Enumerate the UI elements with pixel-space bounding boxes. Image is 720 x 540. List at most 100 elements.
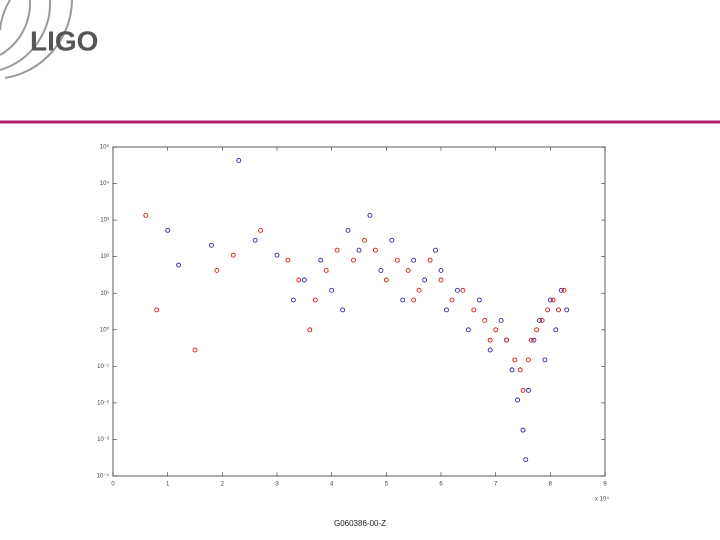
x-tick-label: 6 xyxy=(439,482,443,488)
point xyxy=(389,237,395,243)
point xyxy=(517,367,523,373)
point xyxy=(504,337,510,343)
point xyxy=(438,277,444,283)
logo-arc xyxy=(0,0,52,71)
point xyxy=(230,252,236,258)
x-tick-label: 1 xyxy=(166,482,170,488)
point xyxy=(498,317,504,323)
point xyxy=(454,287,460,293)
point xyxy=(301,277,307,283)
point xyxy=(362,237,367,243)
y-tick-label: 10⁻¹ xyxy=(97,364,109,370)
y-tick-label: 10¹ xyxy=(100,291,109,297)
point xyxy=(487,347,493,353)
point xyxy=(561,287,567,293)
point xyxy=(394,257,400,263)
point xyxy=(520,387,526,393)
point xyxy=(340,307,346,313)
point xyxy=(465,327,471,333)
point xyxy=(345,227,351,233)
point xyxy=(312,297,318,303)
point xyxy=(236,157,242,163)
point xyxy=(405,267,411,273)
point xyxy=(531,337,537,343)
y-tick-label: 10⁻³ xyxy=(97,437,109,443)
point xyxy=(534,327,540,333)
point xyxy=(351,257,356,263)
point xyxy=(493,327,499,333)
point xyxy=(252,237,258,243)
point xyxy=(438,267,444,273)
y-tick-label: 10⁵ xyxy=(100,144,110,151)
point xyxy=(367,212,373,218)
point xyxy=(383,277,389,283)
x-tick-label: 8 xyxy=(549,482,553,488)
point xyxy=(143,212,149,218)
point xyxy=(400,297,406,303)
point xyxy=(545,307,551,313)
point xyxy=(556,307,561,313)
x-tick-label: 0 xyxy=(111,482,115,488)
point xyxy=(176,262,182,268)
y-tick-label: 10³ xyxy=(100,218,109,224)
y-tick-label: 10⁻² xyxy=(97,400,109,406)
x-multiplier: x 10⁴ xyxy=(595,496,609,503)
point xyxy=(550,297,556,303)
point xyxy=(411,257,417,263)
point xyxy=(372,247,378,253)
point xyxy=(542,357,548,363)
point xyxy=(523,457,529,463)
point xyxy=(411,297,417,303)
point xyxy=(520,427,526,433)
point xyxy=(528,337,534,343)
point xyxy=(422,277,428,283)
point xyxy=(526,357,531,363)
point xyxy=(460,287,466,293)
point xyxy=(258,227,264,233)
point xyxy=(526,387,531,393)
point xyxy=(553,327,559,333)
x-tick-label: 2 xyxy=(221,482,225,488)
logo xyxy=(0,0,73,79)
logo-arc xyxy=(4,0,73,79)
logo-text: LIGO xyxy=(30,25,98,56)
point xyxy=(487,337,493,343)
point xyxy=(154,307,160,313)
point xyxy=(274,252,280,258)
plot-frame xyxy=(112,146,606,477)
y-tick-label: 10² xyxy=(100,254,109,260)
point xyxy=(449,297,455,303)
y-tick-label: 10⁻⁴ xyxy=(97,473,110,480)
logo-arc xyxy=(0,0,11,31)
point xyxy=(547,297,553,303)
y-tick-label: 10⁴ xyxy=(100,180,110,187)
logo-arc xyxy=(0,0,32,56)
point xyxy=(444,307,449,313)
y-tick-label: 10⁰ xyxy=(100,326,110,333)
point xyxy=(329,287,335,293)
point xyxy=(323,267,329,273)
x-tick-label: 4 xyxy=(330,482,334,488)
point xyxy=(536,317,542,323)
x-tick-label: 7 xyxy=(494,482,498,488)
point xyxy=(515,397,520,403)
point xyxy=(471,307,477,313)
x-tick-label: 9 xyxy=(603,482,607,488)
point xyxy=(378,267,384,273)
point xyxy=(564,307,570,313)
point xyxy=(214,267,220,273)
point xyxy=(427,257,433,263)
point xyxy=(318,257,324,263)
point xyxy=(165,227,171,233)
point xyxy=(539,317,545,323)
point xyxy=(296,277,302,283)
point xyxy=(307,327,313,333)
point xyxy=(192,347,198,353)
point xyxy=(512,357,518,363)
point xyxy=(482,317,488,323)
point xyxy=(290,297,296,303)
footer-text: G060386-00-Z xyxy=(334,519,386,528)
x-tick-label: 5 xyxy=(385,482,389,488)
